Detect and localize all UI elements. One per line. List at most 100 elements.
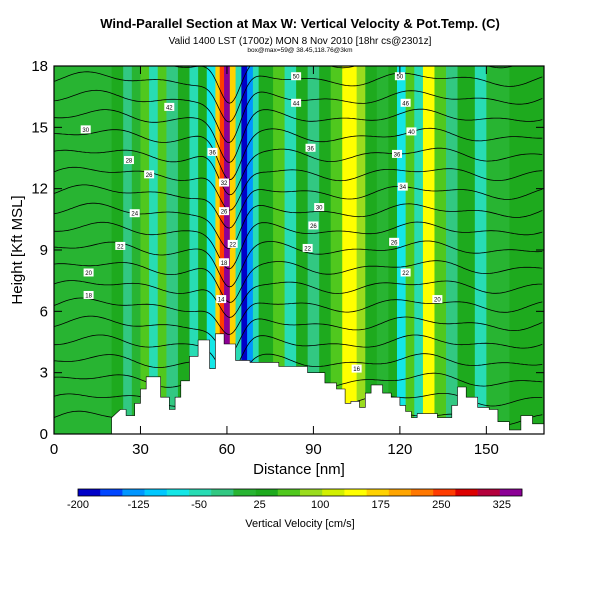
- isentrope-label-text: 28: [126, 159, 133, 165]
- isentrope-line: [54, 315, 543, 355]
- isentrope-label: 30: [314, 203, 325, 212]
- colorbar-tick-label: 325: [493, 499, 511, 511]
- isentrope-label: 46: [400, 98, 411, 107]
- y-axis-label: Height [Kft MSL]: [9, 195, 26, 304]
- velocity-column: [422, 66, 436, 434]
- x-tick-label: 150: [474, 441, 499, 458]
- velocity-column: [296, 66, 309, 434]
- y-tick-label: 18: [31, 58, 48, 75]
- velocity-column: [111, 66, 124, 434]
- isentrope-line: [54, 240, 543, 288]
- x-tick-label: 120: [387, 441, 412, 458]
- isentrope-label: 20: [83, 268, 94, 277]
- colorbar-tick-label: -50: [191, 499, 207, 511]
- location-subtitle: box@max=59@ 38.45,118.76@3km: [247, 47, 353, 54]
- velocity-column: [356, 66, 366, 434]
- colorbar-swatch: [78, 489, 101, 496]
- isentrope-label-text: 36: [394, 152, 401, 158]
- colorbar-swatch: [144, 489, 168, 496]
- isentrope-label: 22: [400, 268, 411, 277]
- isentrope-label-text: 20: [434, 298, 441, 304]
- isentrope-label: 44: [291, 98, 302, 107]
- isentrope-label-text: 36: [307, 146, 314, 152]
- isentrope-line: [54, 297, 543, 335]
- isentrope-label: 32: [219, 178, 230, 187]
- isentrope-label-text: 30: [316, 206, 323, 212]
- colorbar-tick-label: -200: [67, 499, 89, 511]
- isentrope-label-text: 40: [408, 130, 415, 136]
- velocity-column: [307, 66, 320, 434]
- colorbar-swatch: [499, 489, 523, 496]
- x-tick-label: 90: [305, 441, 322, 458]
- x-axis-label: Distance [nm]: [253, 461, 345, 478]
- velocity-column: [434, 66, 447, 434]
- colorbar-label: Vertical Velocity [cm/s]: [245, 518, 354, 530]
- isentrope-line: [54, 184, 543, 229]
- isentrope-label-text: 50: [293, 75, 300, 81]
- isentrope-label: 26: [219, 207, 230, 216]
- isentrope-label: 36: [305, 143, 316, 152]
- isentrope-label: 26: [144, 170, 155, 179]
- velocity-column: [189, 66, 199, 434]
- isentrope-label-text: 22: [402, 271, 409, 277]
- velocity-column: [149, 66, 159, 434]
- isentrope-line: [54, 127, 543, 181]
- velocity-column: [235, 66, 242, 434]
- isentrope-label-text: 50: [397, 75, 404, 81]
- x-tick-label: 60: [219, 441, 236, 458]
- colorbar-swatch: [411, 489, 434, 496]
- isentrope-label-text: 20: [85, 271, 92, 277]
- colorbar-swatch: [255, 489, 279, 496]
- isentrope-label-text: 44: [293, 101, 300, 107]
- isentrope-line: [54, 108, 543, 163]
- colorbar: -200 -125 -50 25 100 175 250 325: [67, 488, 523, 511]
- velocity-column: [414, 66, 424, 434]
- colorbar-swatch: [344, 489, 367, 496]
- velocity-column: [342, 66, 358, 434]
- isentrope-label-text: 26: [221, 210, 228, 216]
- velocity-column: [258, 66, 274, 434]
- isentrope-line: [54, 166, 543, 211]
- isentrope-label-text: 22: [229, 242, 236, 248]
- colorbar-frame: [77, 488, 523, 497]
- velocity-column: [388, 66, 398, 434]
- colorbar-swatch: [477, 489, 501, 496]
- colorbar-tick-label: 100: [311, 499, 329, 511]
- isentrope-label: 42: [164, 102, 175, 111]
- velocity-column: [330, 66, 343, 434]
- isentrope-label: 36: [207, 147, 218, 156]
- isentrope-label-text: 26: [391, 240, 398, 246]
- colorbar-swatch: [433, 489, 456, 496]
- isentrope-label: 14: [216, 295, 227, 304]
- isentrope-line: [54, 147, 543, 196]
- colorbar-swatch: [100, 489, 123, 496]
- isentrope-labels: 30 28 26 24 22 20 18 42 36 32 26 22 18 14 50 44 36 30 26 22…: [80, 72, 443, 373]
- velocity-column: [206, 66, 217, 434]
- velocity-column: [397, 66, 407, 434]
- colorbar-swatch: [388, 489, 412, 496]
- isentrope-line: [54, 334, 543, 376]
- isentrope-label: 26: [389, 237, 400, 246]
- isentrope-line: [54, 353, 543, 395]
- velocity-column: [224, 66, 231, 434]
- colorbar-tick-label: -125: [128, 499, 150, 511]
- isentrope-label: 18: [219, 258, 230, 267]
- colorbar-swatch: [322, 489, 345, 496]
- isentrope-line: [54, 221, 543, 270]
- velocity-column: [284, 66, 297, 434]
- terrain-layer: [54, 333, 544, 434]
- isentrope-label-text: 22: [304, 246, 311, 252]
- velocity-column: [457, 66, 476, 434]
- velocity-column: [157, 66, 168, 434]
- colorbar-swatch: [277, 489, 301, 496]
- colorbar-tick-label: 250: [432, 499, 450, 511]
- terrain-profile: [54, 333, 544, 434]
- isentrope-line: [54, 280, 543, 318]
- isentrope-label-text: 16: [353, 367, 360, 373]
- isentrope-label: 16: [351, 364, 362, 373]
- velocity-column: [229, 66, 237, 434]
- y-tick-label: 9: [40, 242, 48, 259]
- velocity-column: [319, 66, 332, 434]
- colorbar-swatch: [455, 489, 478, 496]
